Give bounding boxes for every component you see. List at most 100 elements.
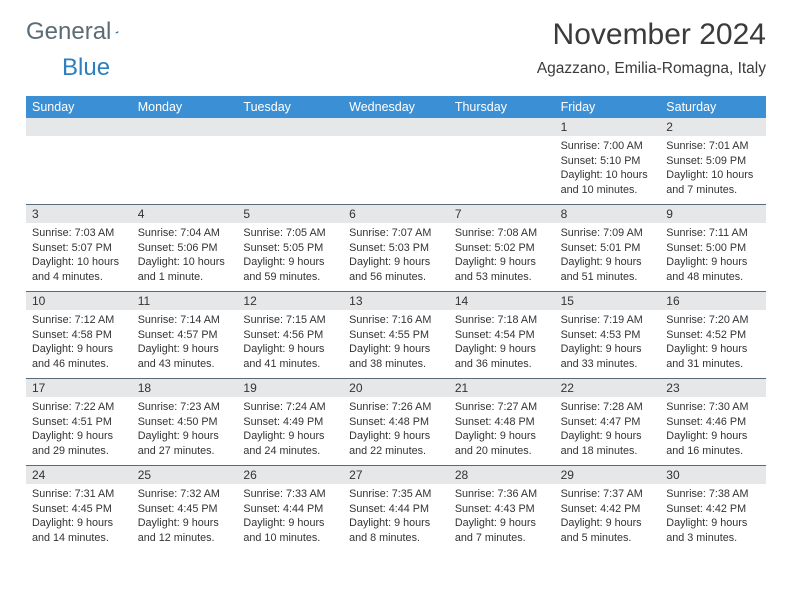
day-number: 18 xyxy=(132,379,238,397)
day-details: Sunrise: 7:03 AMSunset: 5:07 PMDaylight:… xyxy=(26,223,132,288)
day-details: Sunrise: 7:24 AMSunset: 4:49 PMDaylight:… xyxy=(237,397,343,462)
day-cell: 25Sunrise: 7:32 AMSunset: 4:45 PMDayligh… xyxy=(132,466,238,552)
sunset-text: Sunset: 5:00 PM xyxy=(666,241,760,256)
day-details: Sunrise: 7:05 AMSunset: 5:05 PMDaylight:… xyxy=(237,223,343,288)
day-details: Sunrise: 7:00 AMSunset: 5:10 PMDaylight:… xyxy=(555,136,661,201)
sunrise-text: Sunrise: 7:04 AM xyxy=(138,226,232,241)
day-number: 11 xyxy=(132,292,238,310)
sunrise-text: Sunrise: 7:00 AM xyxy=(561,139,655,154)
day-details: Sunrise: 7:08 AMSunset: 5:02 PMDaylight:… xyxy=(449,223,555,288)
sunrise-text: Sunrise: 7:37 AM xyxy=(561,487,655,502)
sunset-text: Sunset: 4:48 PM xyxy=(349,415,443,430)
brand-word-2: Blue xyxy=(62,54,110,81)
day-number: 25 xyxy=(132,466,238,484)
day-cell: 2Sunrise: 7:01 AMSunset: 5:09 PMDaylight… xyxy=(660,118,766,204)
sunset-text: Sunset: 4:53 PM xyxy=(561,328,655,343)
month-title: November 2024 xyxy=(537,18,766,52)
day-number: 21 xyxy=(449,379,555,397)
day-cell: 15Sunrise: 7:19 AMSunset: 4:53 PMDayligh… xyxy=(555,292,661,378)
daylight-text: Daylight: 9 hours and 41 minutes. xyxy=(243,342,337,371)
day-number: 19 xyxy=(237,379,343,397)
day-number: 14 xyxy=(449,292,555,310)
sunrise-text: Sunrise: 7:26 AM xyxy=(349,400,443,415)
day-number xyxy=(26,118,132,136)
sunset-text: Sunset: 4:42 PM xyxy=(561,502,655,517)
daylight-text: Daylight: 9 hours and 27 minutes. xyxy=(138,429,232,458)
weekday-header: Thursday xyxy=(449,96,555,118)
daylight-text: Daylight: 9 hours and 46 minutes. xyxy=(32,342,126,371)
daylight-text: Daylight: 9 hours and 53 minutes. xyxy=(455,255,549,284)
daylight-text: Daylight: 9 hours and 31 minutes. xyxy=(666,342,760,371)
day-cell: 9Sunrise: 7:11 AMSunset: 5:00 PMDaylight… xyxy=(660,205,766,291)
weekday-header: Friday xyxy=(555,96,661,118)
daylight-text: Daylight: 9 hours and 8 minutes. xyxy=(349,516,443,545)
day-details: Sunrise: 7:18 AMSunset: 4:54 PMDaylight:… xyxy=(449,310,555,375)
day-cell: 20Sunrise: 7:26 AMSunset: 4:48 PMDayligh… xyxy=(343,379,449,465)
sunset-text: Sunset: 5:06 PM xyxy=(138,241,232,256)
daylight-text: Daylight: 9 hours and 10 minutes. xyxy=(243,516,337,545)
sunrise-text: Sunrise: 7:16 AM xyxy=(349,313,443,328)
day-cell: 18Sunrise: 7:23 AMSunset: 4:50 PMDayligh… xyxy=(132,379,238,465)
day-number xyxy=(449,118,555,136)
daylight-text: Daylight: 9 hours and 29 minutes. xyxy=(32,429,126,458)
weekday-header: Sunday xyxy=(26,96,132,118)
daylight-text: Daylight: 9 hours and 33 minutes. xyxy=(561,342,655,371)
sunrise-text: Sunrise: 7:38 AM xyxy=(666,487,760,502)
day-details: Sunrise: 7:38 AMSunset: 4:42 PMDaylight:… xyxy=(660,484,766,549)
location-subtitle: Agazzano, Emilia-Romagna, Italy xyxy=(537,60,766,78)
sunset-text: Sunset: 4:57 PM xyxy=(138,328,232,343)
day-cell: 21Sunrise: 7:27 AMSunset: 4:48 PMDayligh… xyxy=(449,379,555,465)
sunset-text: Sunset: 4:50 PM xyxy=(138,415,232,430)
sunrise-text: Sunrise: 7:03 AM xyxy=(32,226,126,241)
sunset-text: Sunset: 4:51 PM xyxy=(32,415,126,430)
sunset-text: Sunset: 4:54 PM xyxy=(455,328,549,343)
sunset-text: Sunset: 5:10 PM xyxy=(561,154,655,169)
sunset-text: Sunset: 5:03 PM xyxy=(349,241,443,256)
sunset-text: Sunset: 4:58 PM xyxy=(32,328,126,343)
day-cell: 24Sunrise: 7:31 AMSunset: 4:45 PMDayligh… xyxy=(26,466,132,552)
title-block: November 2024 Agazzano, Emilia-Romagna, … xyxy=(537,18,766,78)
day-details: Sunrise: 7:19 AMSunset: 4:53 PMDaylight:… xyxy=(555,310,661,375)
daylight-text: Daylight: 9 hours and 18 minutes. xyxy=(561,429,655,458)
day-number: 17 xyxy=(26,379,132,397)
day-number xyxy=(237,118,343,136)
sunset-text: Sunset: 4:45 PM xyxy=(138,502,232,517)
day-number: 29 xyxy=(555,466,661,484)
day-cell: 26Sunrise: 7:33 AMSunset: 4:44 PMDayligh… xyxy=(237,466,343,552)
day-cell: 14Sunrise: 7:18 AMSunset: 4:54 PMDayligh… xyxy=(449,292,555,378)
weekday-header: Saturday xyxy=(660,96,766,118)
daylight-text: Daylight: 9 hours and 36 minutes. xyxy=(455,342,549,371)
sunset-text: Sunset: 4:47 PM xyxy=(561,415,655,430)
day-details: Sunrise: 7:26 AMSunset: 4:48 PMDaylight:… xyxy=(343,397,449,462)
day-number: 7 xyxy=(449,205,555,223)
day-cell: 16Sunrise: 7:20 AMSunset: 4:52 PMDayligh… xyxy=(660,292,766,378)
day-cell: 30Sunrise: 7:38 AMSunset: 4:42 PMDayligh… xyxy=(660,466,766,552)
day-number: 23 xyxy=(660,379,766,397)
sunset-text: Sunset: 4:52 PM xyxy=(666,328,760,343)
weekday-header: Tuesday xyxy=(237,96,343,118)
sunset-text: Sunset: 4:56 PM xyxy=(243,328,337,343)
sunset-text: Sunset: 4:45 PM xyxy=(32,502,126,517)
day-cell-empty xyxy=(343,118,449,204)
daylight-text: Daylight: 9 hours and 12 minutes. xyxy=(138,516,232,545)
sunrise-text: Sunrise: 7:28 AM xyxy=(561,400,655,415)
daylight-text: Daylight: 9 hours and 38 minutes. xyxy=(349,342,443,371)
sunrise-text: Sunrise: 7:30 AM xyxy=(666,400,760,415)
day-number: 30 xyxy=(660,466,766,484)
day-details: Sunrise: 7:37 AMSunset: 4:42 PMDaylight:… xyxy=(555,484,661,549)
day-number: 20 xyxy=(343,379,449,397)
sunrise-text: Sunrise: 7:07 AM xyxy=(349,226,443,241)
day-details: Sunrise: 7:07 AMSunset: 5:03 PMDaylight:… xyxy=(343,223,449,288)
day-details: Sunrise: 7:16 AMSunset: 4:55 PMDaylight:… xyxy=(343,310,449,375)
sunset-text: Sunset: 4:44 PM xyxy=(349,502,443,517)
sunrise-text: Sunrise: 7:31 AM xyxy=(32,487,126,502)
sunrise-text: Sunrise: 7:01 AM xyxy=(666,139,760,154)
brand-word-1: General xyxy=(26,18,111,46)
sunset-text: Sunset: 4:44 PM xyxy=(243,502,337,517)
sunset-text: Sunset: 4:48 PM xyxy=(455,415,549,430)
sunrise-text: Sunrise: 7:22 AM xyxy=(32,400,126,415)
day-details: Sunrise: 7:14 AMSunset: 4:57 PMDaylight:… xyxy=(132,310,238,375)
daylight-text: Daylight: 9 hours and 7 minutes. xyxy=(455,516,549,545)
day-cell: 23Sunrise: 7:30 AMSunset: 4:46 PMDayligh… xyxy=(660,379,766,465)
sunrise-text: Sunrise: 7:08 AM xyxy=(455,226,549,241)
